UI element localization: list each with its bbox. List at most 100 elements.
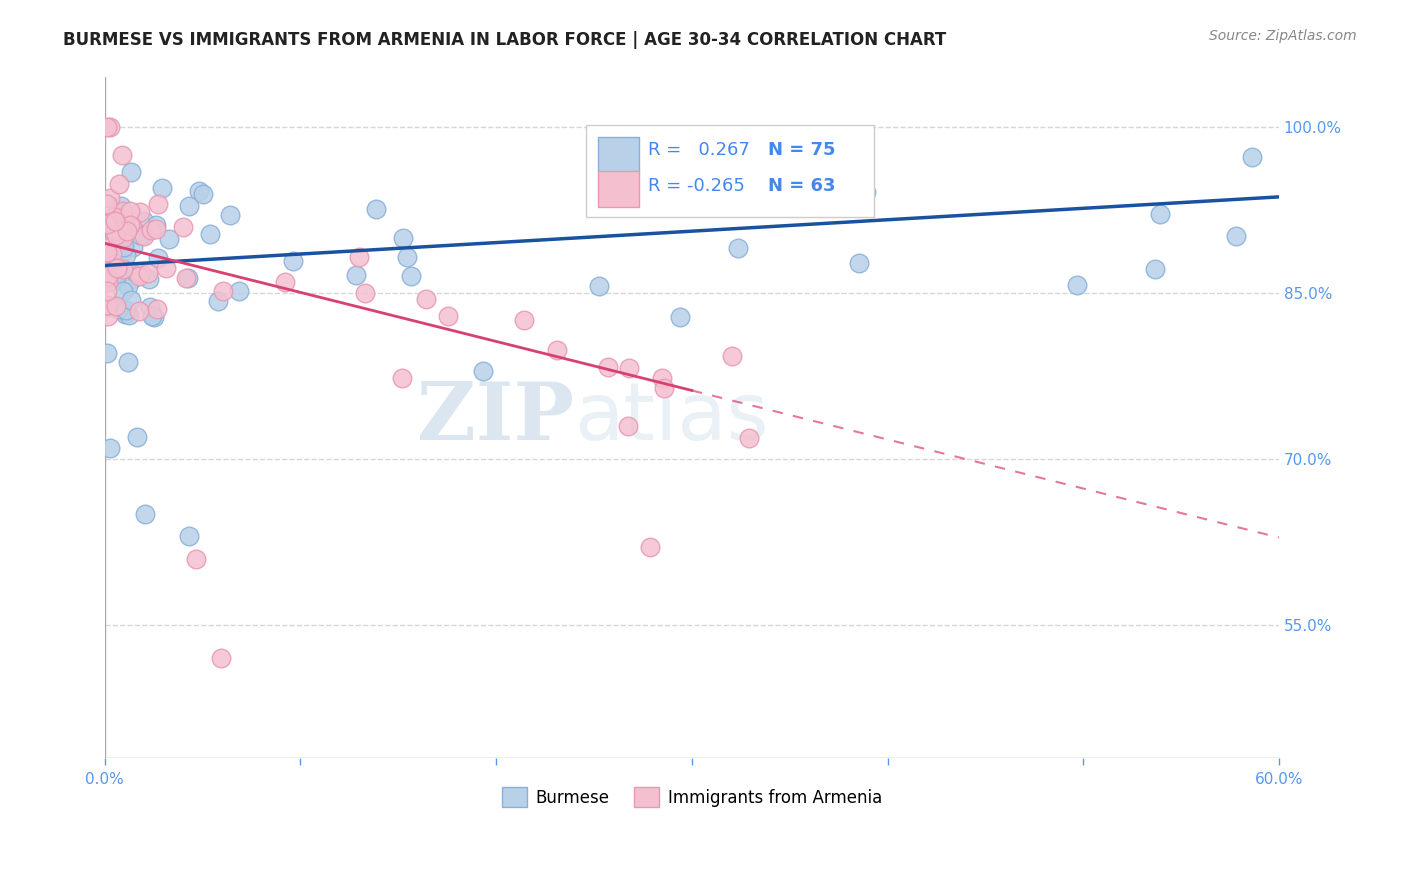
Point <box>366 202 388 216</box>
Point <box>191 187 214 202</box>
Point <box>115 225 138 239</box>
Point <box>415 292 437 306</box>
Point <box>108 237 131 252</box>
Point <box>111 148 134 162</box>
Point <box>118 204 141 219</box>
Point <box>115 248 138 262</box>
Point <box>1066 278 1088 293</box>
Point <box>111 203 134 218</box>
Point <box>150 180 173 194</box>
Point <box>101 267 124 281</box>
Point <box>134 508 156 522</box>
Point <box>98 441 121 455</box>
Point <box>617 361 640 376</box>
Point <box>107 301 129 316</box>
Point <box>100 261 122 276</box>
Point <box>97 268 120 283</box>
Point <box>98 120 121 135</box>
Point <box>651 370 673 384</box>
Point <box>96 197 118 211</box>
Point <box>436 310 458 324</box>
Point <box>96 120 118 135</box>
Point <box>104 211 127 225</box>
Point <box>112 284 135 298</box>
Point <box>104 219 127 234</box>
FancyBboxPatch shape <box>598 171 638 207</box>
Point <box>96 346 118 360</box>
Point <box>103 274 125 288</box>
Point <box>200 227 222 241</box>
Point <box>96 298 118 312</box>
Point <box>129 266 152 280</box>
FancyBboxPatch shape <box>586 125 873 217</box>
Point <box>117 279 139 293</box>
Point <box>138 272 160 286</box>
Point <box>721 350 744 364</box>
Point <box>141 223 163 237</box>
Point <box>132 228 155 243</box>
Text: BURMESE VS IMMIGRANTS FROM ARMENIA IN LABOR FORCE | AGE 30-34 CORRELATION CHART: BURMESE VS IMMIGRANTS FROM ARMENIA IN LA… <box>63 31 946 49</box>
Point <box>142 310 165 325</box>
Point <box>97 275 120 289</box>
Point <box>472 363 495 377</box>
Point <box>104 213 127 227</box>
Point <box>179 198 201 212</box>
Point <box>111 230 134 244</box>
Point <box>114 307 136 321</box>
Point <box>188 184 211 198</box>
Point <box>1225 228 1247 243</box>
Legend: Burmese, Immigrants from Armenia: Burmese, Immigrants from Armenia <box>495 780 889 814</box>
Point <box>98 191 121 205</box>
Point <box>513 313 536 327</box>
Point <box>110 234 132 248</box>
Point <box>640 541 662 555</box>
Point <box>855 185 877 199</box>
Point <box>98 255 121 269</box>
Point <box>132 214 155 228</box>
Point <box>96 239 118 253</box>
Point <box>96 300 118 314</box>
Point <box>108 223 131 237</box>
Point <box>1240 150 1263 164</box>
Point <box>391 371 413 385</box>
Point <box>399 268 422 283</box>
Point <box>395 250 418 264</box>
Point <box>346 268 368 282</box>
Text: Source: ZipAtlas.com: Source: ZipAtlas.com <box>1209 29 1357 43</box>
Point <box>546 343 568 358</box>
Point <box>125 430 148 444</box>
Point <box>128 304 150 318</box>
Point <box>105 203 128 218</box>
Point <box>118 221 141 235</box>
Point <box>124 265 146 279</box>
Point <box>115 221 138 235</box>
Point <box>157 231 180 245</box>
Point <box>107 177 129 191</box>
Point <box>184 551 207 566</box>
Point <box>347 251 370 265</box>
Point <box>101 299 124 313</box>
Point <box>104 299 127 313</box>
Point <box>172 220 194 235</box>
Point <box>96 241 118 255</box>
Point <box>101 247 124 261</box>
Point <box>738 431 761 445</box>
Point <box>177 271 200 285</box>
Text: atlas: atlas <box>575 378 769 457</box>
Point <box>354 285 377 300</box>
Point <box>274 275 297 289</box>
Point <box>120 293 142 307</box>
Point <box>105 270 128 285</box>
Point <box>174 271 197 285</box>
Point <box>129 227 152 242</box>
Point <box>139 300 162 314</box>
Point <box>128 268 150 283</box>
Point <box>146 197 169 211</box>
Point <box>110 233 132 247</box>
Point <box>669 310 692 325</box>
FancyBboxPatch shape <box>598 136 638 172</box>
Point <box>145 218 167 232</box>
Point <box>112 216 135 230</box>
Point <box>228 285 250 299</box>
Point <box>146 251 169 265</box>
